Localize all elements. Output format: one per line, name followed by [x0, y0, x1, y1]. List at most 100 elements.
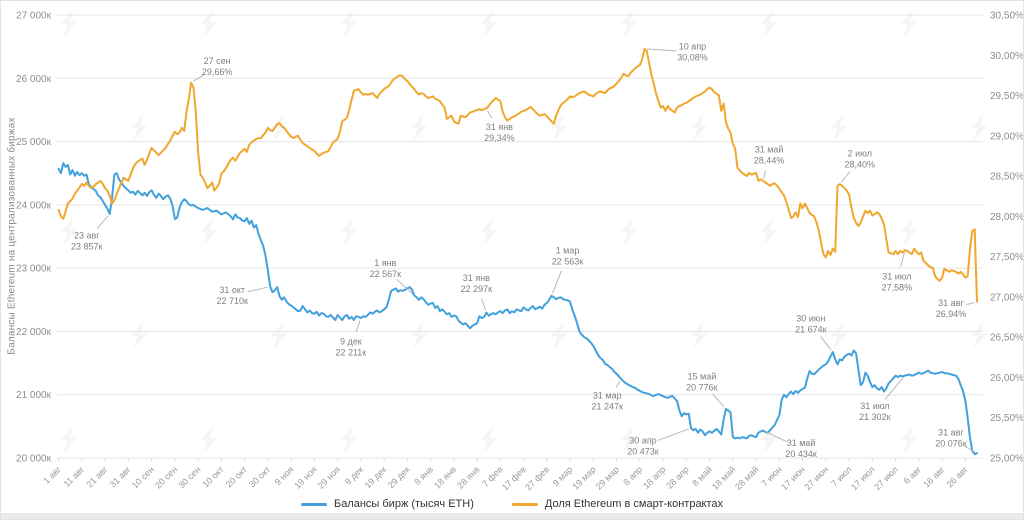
left-axis-tick-label: 24 000к [16, 200, 52, 211]
right-axis-tick-label: 27,00% [990, 292, 1024, 303]
forklog-watermark-icon [131, 321, 147, 349]
x-axis-tick-label: 20 сен [153, 464, 179, 490]
x-axis-tick-label: 18 апр [641, 464, 667, 490]
x-axis-tick-label: 27 июл [872, 464, 900, 492]
forklog-watermark-icon [691, 113, 707, 141]
right-axis-tick-label: 29,00% [990, 131, 1024, 142]
forklog-watermark-icon [201, 217, 217, 245]
forklog-watermark-icon [271, 113, 287, 141]
annotation-date: 31 май [787, 438, 816, 448]
annotation-value: 22 563к [552, 256, 584, 266]
annotation-date: 15 май [688, 371, 717, 381]
footer-strip [1, 513, 1023, 519]
forklog-watermark-icon [971, 321, 987, 349]
left-axis-title: Балансы Ethereum на централизованных бир… [6, 117, 18, 355]
annotation-value: 20 776к [686, 382, 718, 392]
annotation-callout-line [96, 215, 109, 230]
annotation-date: 1 мар [556, 245, 580, 255]
left-axis-tick-label: 25 000к [16, 137, 52, 148]
forklog-watermark-icon [971, 113, 987, 141]
right-axis-tick-label: 28,00% [990, 212, 1024, 223]
left-axis-tick-label: 23 000к [16, 264, 52, 275]
annotation-date: 31 янв [486, 122, 513, 132]
annotation-date: 31 окт [219, 285, 245, 295]
legend-line-swatch-orange [511, 502, 538, 506]
left-axis-tick-label: 27 000к [16, 11, 52, 22]
forklog-watermark-icon [621, 425, 637, 453]
x-axis-tick-label: 11 авг [62, 464, 87, 489]
x-axis-tick-label: 28 май [733, 464, 760, 491]
forklog-watermark-icon [411, 321, 427, 349]
annotation-date: 9 дек [340, 337, 362, 347]
x-axis-tick-label: 19 мар [570, 464, 597, 491]
forklog-watermark-icon [61, 217, 77, 245]
annotation-date: 31 авг [938, 428, 964, 438]
forklog-watermark-icon [621, 217, 637, 245]
annotation-date: 31 янв [463, 273, 490, 283]
annotation-value: 20 076к [935, 439, 967, 449]
forklog-watermark-icon [761, 9, 777, 37]
annotation-value: 20 434к [785, 449, 817, 459]
right-axis-tick-label: 29,50% [990, 91, 1024, 102]
forklog-watermark-icon [761, 425, 777, 453]
forklog-watermark-icon [481, 9, 497, 37]
annotation-value: 29,34% [484, 133, 515, 143]
right-axis-tick-label: 27,50% [990, 252, 1024, 263]
x-axis-tick-label: 16 авг [921, 464, 947, 490]
forklog-watermark-icon [61, 425, 77, 453]
annotation-date: 10 апр [679, 41, 706, 51]
annotation-date: 2 июл [848, 149, 872, 159]
forklog-watermark-icon [411, 113, 427, 141]
annotation-value: 22 297к [461, 284, 493, 294]
left-axis-tick-label: 21 000к [16, 390, 52, 401]
x-axis-tick-label: 29 мар [594, 464, 621, 491]
annotation-value: 22 710к [216, 296, 248, 306]
x-axis-tick-label: 27 фев [523, 464, 551, 492]
annotation-callout-line [966, 301, 975, 306]
legend-item-smart-contract-share[interactable]: Доля Ethereum в смарт-контрактах [511, 498, 723, 510]
x-axis-tick-label: 28 янв [455, 464, 481, 490]
legend-label-exchange-balances: Балансы бирж (тысяч ETH) [333, 498, 474, 510]
left-axis-tick-label: 22 000к [16, 327, 52, 338]
forklog-watermark-icon [551, 321, 567, 349]
legend-line-swatch-blue [300, 502, 327, 506]
annotation-value: 21 674к [795, 325, 827, 335]
annotation-value: 30,08% [677, 52, 708, 62]
legend-item-exchange-balances[interactable]: Балансы бирж (тысяч ETH) [300, 498, 474, 510]
annotation-callout-line [884, 377, 904, 400]
annotation-callout-line [840, 171, 851, 183]
forklog-watermark-icon [61, 9, 77, 37]
forklog-watermark-icon [201, 425, 217, 453]
annotation-callout-line [900, 252, 905, 267]
x-axis-tick-label: 18 янв [432, 464, 458, 490]
x-axis-tick-label: 17 фев [500, 464, 528, 492]
forklog-watermark-icon [901, 217, 917, 245]
annotation-callout-line [247, 286, 268, 293]
right-axis-tick-label: 30,00% [990, 51, 1024, 62]
series-line-smart-contract-share[interactable] [57, 47, 978, 303]
forklog-watermark-icon [901, 425, 917, 453]
x-axis-tick-label: 1 авг [41, 464, 63, 486]
annotation-callout-line [192, 74, 204, 82]
x-axis-tick-label: 29 ноя [316, 464, 343, 491]
x-axis-tick-label: 30 сен [176, 464, 202, 490]
forklog-watermark-icon [271, 321, 287, 349]
annotation-date: 27 сен [204, 56, 231, 66]
annotation-callout-line [396, 279, 413, 295]
annotation-value: 29,66% [202, 67, 233, 77]
left-axis-tick-label: 26 000к [16, 74, 52, 85]
right-axis-tick-label: 30,50% [990, 11, 1024, 22]
annotation-callout-line [820, 336, 832, 351]
series-line-exchange-balances[interactable] [57, 162, 978, 456]
